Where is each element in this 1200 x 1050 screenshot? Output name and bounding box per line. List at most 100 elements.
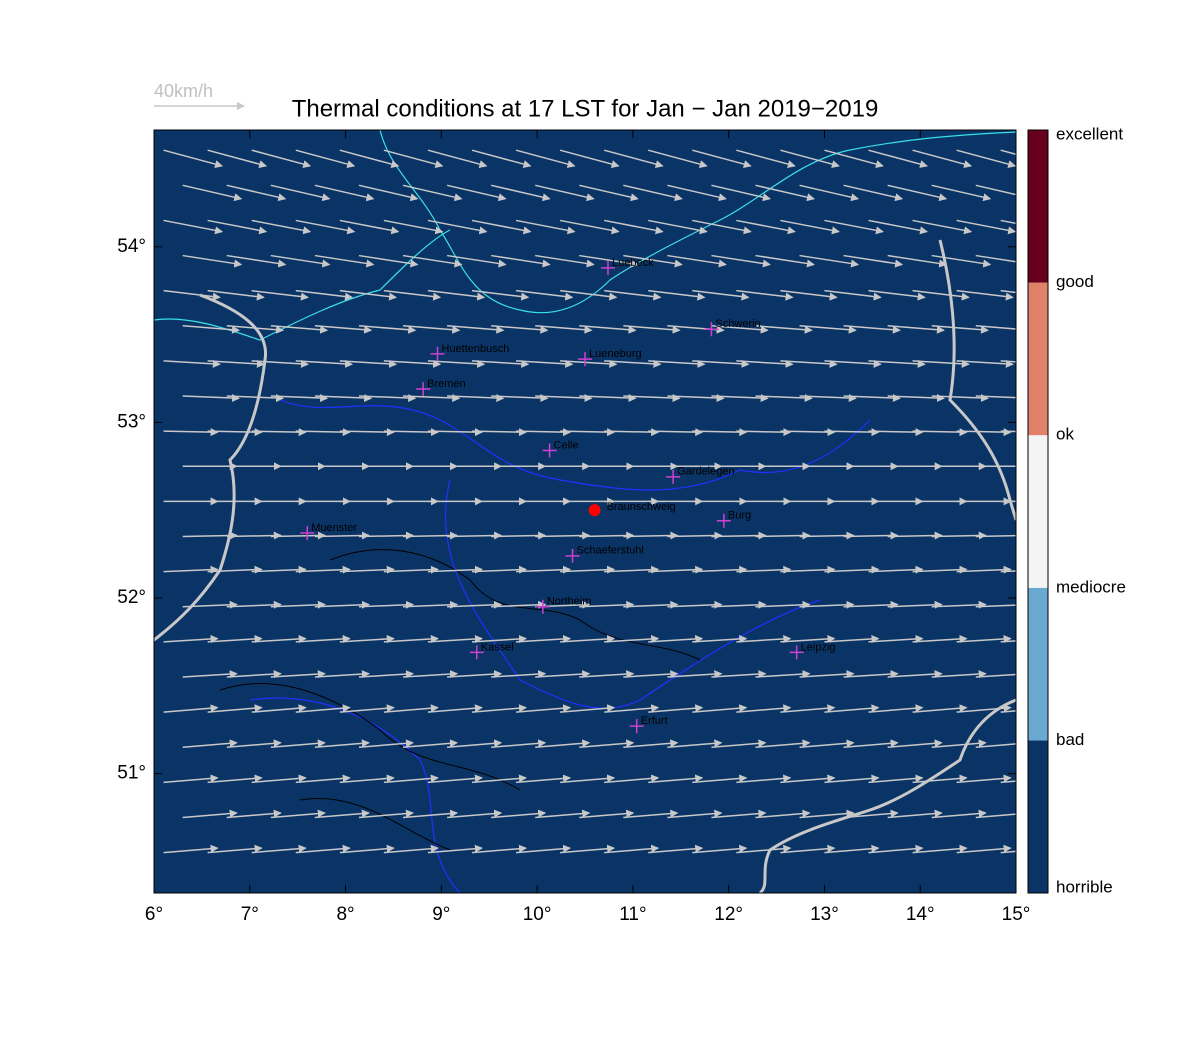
wind-arrow xyxy=(314,325,373,334)
wind-arrow xyxy=(163,704,219,713)
wind-arrow xyxy=(163,565,219,574)
wind-arrow xyxy=(799,809,855,819)
wind-arrow xyxy=(402,600,459,609)
wind-arrow xyxy=(604,289,662,301)
city-label: Lueneburg xyxy=(589,348,642,360)
wind-arrow xyxy=(560,359,618,368)
wind-arrow xyxy=(956,149,1016,168)
wind-arrow xyxy=(843,325,901,334)
wind-arrow xyxy=(427,844,483,854)
wind-arrow xyxy=(163,219,224,235)
wind-arrow xyxy=(912,774,968,784)
wind-arrow xyxy=(535,394,593,403)
wind-arrow xyxy=(339,704,395,713)
wind-arrow xyxy=(1000,850,1016,854)
wind-arrow xyxy=(226,184,287,202)
wind-arrow xyxy=(956,704,1012,713)
wind-arrow xyxy=(956,565,1012,574)
wind-arrow xyxy=(491,809,547,819)
wind-arrow xyxy=(692,289,750,301)
wind-arrow xyxy=(648,634,704,643)
wind-arrow xyxy=(711,184,771,202)
wind-arrow xyxy=(226,531,282,540)
colorbar-segment xyxy=(1028,435,1048,588)
wind-arrow xyxy=(799,394,857,403)
colorbar-segment xyxy=(1028,130,1048,283)
wind-arrow xyxy=(579,809,635,819)
wind-arrow xyxy=(843,254,904,268)
wind-arrow xyxy=(560,634,616,643)
wind-arrow xyxy=(182,670,238,679)
wind-arrow xyxy=(339,774,395,784)
wind-arrow xyxy=(535,254,595,268)
wind-arrow xyxy=(251,565,307,574)
wind-arrow xyxy=(931,670,987,679)
wind-arrow xyxy=(358,254,419,268)
city-marker xyxy=(600,260,615,275)
wind-arrow xyxy=(780,774,836,784)
wind-arrow xyxy=(383,359,442,368)
wind-arrow xyxy=(843,531,899,540)
wind-arrow xyxy=(163,428,219,437)
city-label: Northeim xyxy=(547,596,592,608)
wind-arrow xyxy=(491,600,547,609)
city-marker xyxy=(666,469,681,484)
wind-arrow xyxy=(824,289,882,301)
site-marker xyxy=(588,504,601,517)
wind-arrow xyxy=(270,600,326,609)
wind-arrow xyxy=(623,394,681,403)
x-tick-label: 13° xyxy=(810,904,839,925)
wind-arrow xyxy=(755,394,813,403)
wind-arrow xyxy=(736,704,792,713)
wind-arrow xyxy=(163,289,221,301)
wind-arrow xyxy=(868,149,928,168)
wind-arrow xyxy=(648,428,704,437)
wind-arrow xyxy=(648,844,704,854)
wind-arrow xyxy=(427,359,486,368)
wind-arrow xyxy=(667,394,725,403)
wind-arrow xyxy=(207,634,263,643)
wind-arrow xyxy=(516,428,572,437)
wind-arrow xyxy=(226,394,285,403)
wind-arrow xyxy=(887,394,945,403)
wind-arrow xyxy=(604,774,660,784)
wind-arrow xyxy=(912,289,970,301)
city-label: Schaeferstuhl xyxy=(577,545,644,557)
wind-arrow xyxy=(251,428,307,437)
wind-arrow xyxy=(295,634,351,643)
city-label: Leipzig xyxy=(801,641,836,653)
wind-arrow xyxy=(383,428,439,437)
wind-arrow xyxy=(535,184,595,202)
wind-arrow xyxy=(491,739,547,748)
wind-arrow xyxy=(447,739,503,748)
wind-arrow xyxy=(868,565,924,574)
wind-arrow xyxy=(711,531,767,540)
wind-arrow xyxy=(623,670,679,679)
wind-arrow xyxy=(1000,570,1016,573)
wind-arrow xyxy=(295,149,356,168)
wind-arrow xyxy=(711,254,771,268)
colorbar-label: bad xyxy=(1056,730,1084,749)
wind-arrow xyxy=(711,325,769,334)
wind-arrow xyxy=(755,184,815,202)
wind-arrow xyxy=(402,325,461,334)
wind-arrow xyxy=(491,531,547,540)
wind-arrow xyxy=(1000,710,1016,713)
wind-arrow xyxy=(226,739,282,748)
wind-arrow xyxy=(226,809,282,819)
wind-arrow xyxy=(887,600,943,609)
city-marker xyxy=(542,443,557,458)
wind-arrow xyxy=(824,359,882,368)
wind-arrow xyxy=(358,600,414,609)
wind-arrow xyxy=(559,149,620,168)
wind-arrow xyxy=(692,149,752,168)
city-label: Gardelegen xyxy=(677,466,735,478)
wind-arrow xyxy=(402,184,463,202)
city-label: Erfurt xyxy=(641,715,668,727)
wind-arrow xyxy=(780,149,840,168)
wind-arrow xyxy=(975,673,1016,678)
city-label: Kassel xyxy=(481,641,514,653)
wind-arrow xyxy=(515,219,576,235)
x-tick-label: 12° xyxy=(714,904,743,925)
wind-arrow xyxy=(931,531,987,540)
